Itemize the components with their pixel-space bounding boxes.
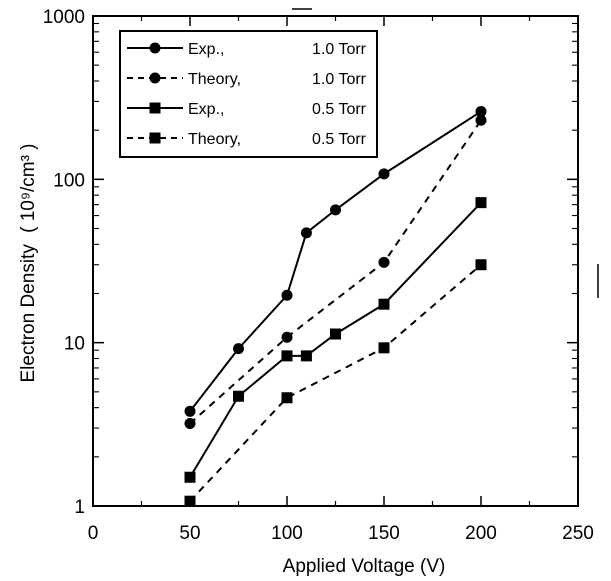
data-point xyxy=(233,390,244,402)
data-point xyxy=(184,405,196,417)
y-axis-label-group: Electron Density ( 10⁹/cm³ ) xyxy=(18,143,39,382)
series-layer xyxy=(184,106,487,507)
legend-entry: Theory, 1.0 Torr xyxy=(127,71,367,88)
legend-condition: 1.0 Torr xyxy=(312,71,367,88)
data-point xyxy=(378,342,390,354)
tick-labels: 0 50 100 150 200 250 1 10 100 1000 xyxy=(43,7,594,544)
x-tick-label: 100 xyxy=(271,523,303,544)
legend-marker xyxy=(149,132,161,144)
y-axis-label-units: ( 10⁹/cm³ ) xyxy=(18,143,39,232)
data-point xyxy=(233,343,244,355)
series-4 xyxy=(184,259,487,507)
x-tick-label: 0 xyxy=(88,523,99,544)
data-point xyxy=(281,331,293,343)
legend-entry: Exp., 1.0 Torr xyxy=(127,41,367,58)
y-tick-label: 1000 xyxy=(43,7,85,28)
legend-condition: 1.0 Torr xyxy=(312,41,367,58)
data-point xyxy=(378,168,390,180)
y-axis-label: Electron Density ( 10⁹/cm³ ) xyxy=(18,143,39,382)
legend-label: Theory, xyxy=(188,131,241,148)
data-point xyxy=(378,256,390,268)
legend-entry: Exp., 0.5 Torr xyxy=(127,101,367,118)
data-point xyxy=(184,471,196,483)
data-point xyxy=(300,227,312,239)
data-point xyxy=(184,417,196,429)
legend-marker xyxy=(149,102,161,114)
legend: Exp., 1.0 Torr Theory, 1.0 Torr Exp., 0.5 Tor… xyxy=(119,30,378,158)
series-3 xyxy=(184,197,487,483)
legend-condition: 0.5 Torr xyxy=(312,131,367,148)
data-point xyxy=(475,197,487,209)
legend-marker xyxy=(149,72,161,84)
y-tick-label: 10 xyxy=(64,334,85,355)
series-line xyxy=(189,201,482,478)
legend-box xyxy=(119,30,378,158)
data-point xyxy=(378,298,390,310)
series-line xyxy=(189,263,482,502)
legend-condition: 0.5 Torr xyxy=(312,101,367,118)
legend-label: Exp., xyxy=(188,41,224,58)
data-point xyxy=(475,106,487,118)
x-tick-label: 50 xyxy=(179,523,200,544)
x-axis-label: Applied Voltage (V) xyxy=(283,556,446,577)
x-tick-label: 150 xyxy=(368,523,400,544)
x-tick-label: 200 xyxy=(465,523,497,544)
series-line xyxy=(189,119,482,425)
legend-label: Exp., xyxy=(188,101,224,118)
data-point xyxy=(281,392,293,404)
data-point xyxy=(330,328,341,340)
legend-label: Theory, xyxy=(188,71,241,88)
data-point xyxy=(330,204,341,216)
data-point xyxy=(281,350,293,362)
y-tick-label: 100 xyxy=(53,170,85,191)
series-2 xyxy=(184,114,487,429)
legend-marker xyxy=(149,42,161,54)
y-axis-label-main: Electron Density xyxy=(18,244,39,383)
data-point xyxy=(184,495,196,507)
y-tick-label: 1 xyxy=(74,497,85,518)
axis-ticks xyxy=(92,15,579,507)
x-tick-label: 250 xyxy=(562,523,594,544)
data-point xyxy=(300,350,312,362)
legend-entry: Theory, 0.5 Torr xyxy=(127,131,367,148)
data-point xyxy=(475,259,487,271)
series-1 xyxy=(184,106,487,417)
data-point xyxy=(281,289,293,301)
data-point xyxy=(475,114,487,126)
